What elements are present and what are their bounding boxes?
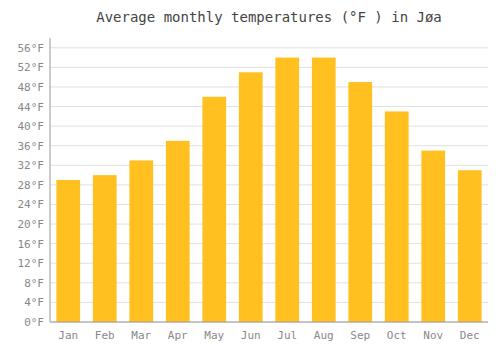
bar	[458, 170, 482, 322]
y-tick-label: 20°F	[18, 218, 45, 231]
y-tick-label: 4°F	[24, 296, 44, 309]
x-tick-label: Dec	[460, 329, 480, 342]
y-tick-label: 40°F	[18, 120, 45, 133]
bars	[56, 58, 481, 322]
bar	[385, 111, 409, 322]
y-tick-label: 0°F	[24, 316, 44, 329]
x-tick-label: Feb	[95, 329, 115, 342]
y-tick-label: 52°F	[18, 61, 45, 74]
x-tick-label: Oct	[387, 329, 407, 342]
bar	[202, 97, 226, 322]
bar	[312, 58, 336, 322]
bar	[275, 58, 299, 322]
x-tick-label: May	[204, 329, 224, 342]
y-tick-label: 12°F	[18, 257, 45, 270]
bar	[56, 180, 80, 322]
bar	[166, 141, 190, 322]
bar	[421, 151, 445, 322]
bar	[129, 160, 153, 322]
grid-line	[50, 145, 488, 146]
grid-line	[50, 47, 488, 48]
y-tick-label: 28°F	[18, 179, 45, 192]
y-tick-labels: 0°F 4°F 8°F 12°F 16°F 20°F 24°F 28°F 32°F 36°F 40°…	[18, 42, 45, 329]
chart-svg: Average monthly temperatures (°F ) in Jø…	[0, 0, 500, 350]
x-axis-line	[50, 322, 488, 323]
grid-line	[50, 106, 488, 107]
x-tick-label: Sep	[350, 329, 370, 342]
y-tick-label: 32°F	[18, 159, 45, 172]
y-grid	[50, 48, 488, 322]
y-tick-label: 8°F	[24, 277, 44, 290]
x-tick-label: Nov	[423, 329, 443, 342]
background	[0, 0, 500, 350]
grid-line	[50, 322, 488, 323]
grid-line	[50, 67, 488, 68]
y-tick-label: 56°F	[18, 42, 45, 55]
y-tick-label: 24°F	[18, 198, 45, 211]
x-tick-label: Apr	[168, 329, 188, 342]
bar	[348, 82, 372, 322]
x-tick-label: Jun	[241, 329, 261, 342]
bar	[93, 175, 117, 322]
grid-line	[50, 126, 488, 127]
y-axis-line	[50, 38, 51, 322]
chart-container: Average monthly temperatures (°F ) in Jø…	[0, 0, 500, 350]
y-tick-label: 36°F	[18, 140, 45, 153]
grid-line	[50, 86, 488, 87]
x-tick-label: Aug	[314, 329, 334, 342]
title: Average monthly temperatures (°F ) in Jø…	[96, 9, 442, 25]
y-tick-label: 48°F	[18, 81, 45, 94]
x-tick-labels: Jan Feb Mar Apr May Jun Jul Aug Sep Oct Nov Dec	[58, 329, 479, 342]
bar	[239, 72, 263, 322]
x-tick-label: Mar	[131, 329, 151, 342]
y-tick-label: 16°F	[18, 238, 45, 251]
x-tick-label: Jan	[58, 329, 78, 342]
x-tick-label: Jul	[277, 329, 297, 342]
y-tick-label: 44°F	[18, 101, 45, 114]
